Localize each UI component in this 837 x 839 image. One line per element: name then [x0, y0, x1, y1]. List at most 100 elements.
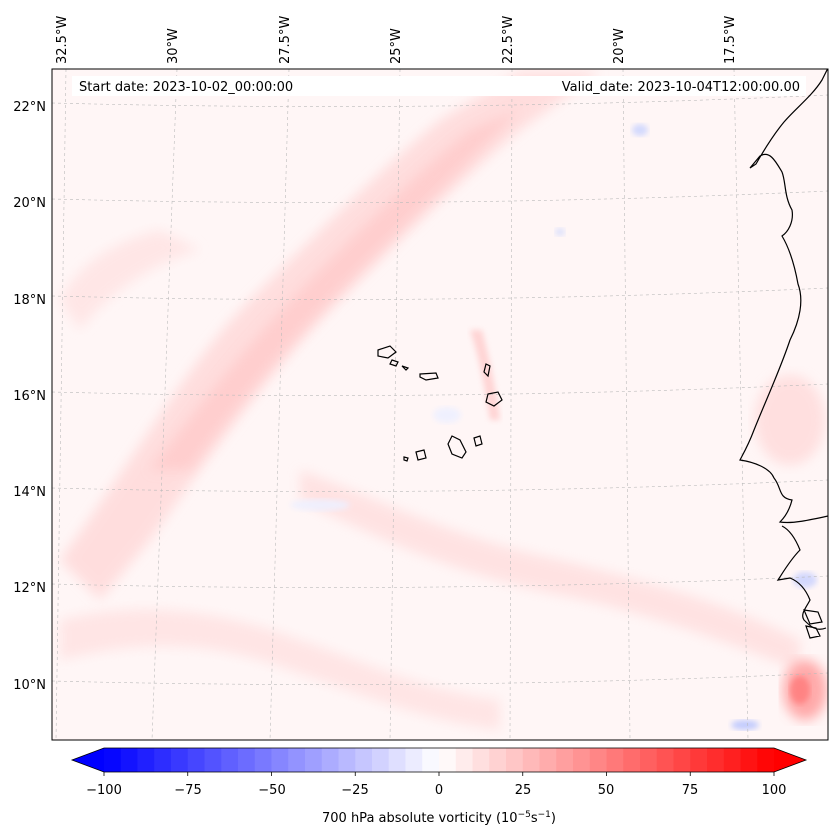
colorbar-tick-label: −75: [174, 783, 201, 798]
colorbar-cell: [355, 748, 373, 772]
meridian-line: [151, 69, 178, 740]
colorbar-cell: [422, 748, 440, 772]
meridian-line: [509, 69, 513, 740]
island-santa-luzia: [401, 365, 410, 371]
colorbar-cell: [254, 748, 273, 772]
colorbar-cell: [740, 748, 758, 772]
colorbar-cell: [104, 748, 122, 772]
colorbar-cell: [640, 748, 658, 772]
colorbar-cell: [623, 748, 641, 772]
colorbar-cell: [305, 748, 323, 772]
date-banner: [72, 76, 806, 96]
colorbar-cell: [388, 748, 407, 772]
colorbar-cell: [288, 748, 306, 772]
colorbar-extend-min: [72, 748, 104, 772]
parallel-line: [52, 190, 828, 203]
lon-label: 32.5°W: [55, 16, 70, 64]
graticule: [52, 69, 828, 740]
vorticity-band-main: [60, 72, 600, 600]
colorbar-cell: [154, 748, 172, 772]
colorbar-tick-label: −25: [341, 783, 368, 798]
meridian-line: [269, 69, 290, 740]
longitude-labels: 32.5°W 30°W 27.5°W 25°W 22.5°W 20°W 17.5…: [55, 16, 738, 64]
coastline-guinea-bissau: [776, 525, 827, 630]
colorbar-cells: [104, 748, 775, 772]
colorbar-tick-labels: −100 −75 −50 −25 0 25 50 75 100: [86, 783, 786, 798]
lon-label: 25°W: [389, 28, 404, 64]
colorbar-extend-max: [774, 748, 806, 772]
vorticity-streak-sw: [60, 609, 500, 730]
coastline-bijagos: [805, 625, 821, 639]
latitude-labels: 22°N 20°N 18°N 16°N 14°N 12°N 10°N: [13, 100, 46, 693]
vorticity-streak-south: [300, 470, 800, 670]
lon-label: 30°W: [166, 28, 181, 64]
coastline-bijagos: [803, 609, 823, 625]
colorbar-cell: [439, 748, 457, 772]
map-panel: Start date: 2023-10-02_00:00:00 Valid_da…: [51, 68, 829, 741]
colorbar-cell: [522, 748, 541, 772]
start-date-label: Start date: 2023-10-02_00:00:00: [79, 80, 293, 95]
island-sal: [483, 363, 491, 378]
colorbar-cell: [606, 748, 624, 772]
colorbar-tick-label: 0: [435, 783, 443, 798]
vorticity-patch-nw: [60, 230, 200, 330]
colorbar-cell: [690, 748, 708, 772]
colorbar-cell: [723, 748, 742, 772]
colorbar-title: 700 hPa absolute vorticity (10−5s−1): [322, 810, 556, 826]
lat-label: 16°N: [13, 389, 46, 404]
meridian-line: [389, 69, 401, 740]
parallel-line: [52, 94, 828, 107]
vorticity-negative-patch: [731, 720, 759, 730]
map-frame: [51, 68, 829, 741]
vorticity-streak-islands: [470, 330, 500, 420]
meridian-line: [733, 69, 749, 740]
island-sao-nicolau: [419, 372, 439, 381]
vorticity-negative-patch: [632, 124, 648, 136]
lon-label: 20°W: [612, 28, 627, 64]
colorbar-cell: [321, 748, 340, 772]
coastline-west-africa: [739, 69, 828, 524]
colorbar-cell: [171, 748, 189, 772]
island-brava: [403, 456, 409, 462]
vorticity-negative-patch: [433, 407, 461, 423]
colorbar-cell: [539, 748, 557, 772]
meridian-line: [622, 69, 631, 740]
island-boa-vista: [485, 391, 503, 407]
vorticity-negative-patch: [793, 572, 817, 588]
colorbar-cell: [573, 748, 591, 772]
colorbar-cell: [271, 748, 289, 772]
colorbar-cell: [455, 748, 474, 772]
colorbar-cell: [589, 748, 608, 772]
vorticity-band-core: [150, 110, 520, 470]
colorbar-ticks: [103, 772, 775, 776]
vorticity-negative-patch: [290, 499, 350, 511]
colorbar-tick-label: 50: [598, 783, 615, 798]
island-maio: [473, 435, 483, 447]
parallel-line: [52, 672, 828, 685]
colorbar-cell: [187, 748, 206, 772]
lat-label: 18°N: [13, 293, 46, 308]
coastlines: [739, 69, 828, 639]
lon-label: 27.5°W: [278, 16, 293, 64]
colorbar-cell: [506, 748, 524, 772]
colorbar-cell: [757, 748, 775, 772]
colorbar-cell: [137, 748, 155, 772]
lat-label: 22°N: [13, 100, 46, 115]
colorbar-cell: [707, 748, 725, 772]
parallel-line: [52, 575, 828, 588]
lon-label: 22.5°W: [501, 16, 516, 64]
lat-label: 10°N: [13, 678, 46, 693]
colorbar-cell: [372, 748, 390, 772]
colorbar-cell: [238, 748, 256, 772]
vorticity-max-core: [790, 676, 810, 704]
colorbar-tick-label: 100: [762, 783, 787, 798]
valid-date-label: Valid_date: 2023-10-04T12:00:00.00: [562, 80, 800, 95]
island-santo-antao: [377, 345, 397, 359]
colorbar-cell: [338, 748, 356, 772]
parallel-line: [52, 383, 828, 396]
vorticity-patch-land: [755, 375, 825, 465]
vorticity-field: [60, 72, 827, 730]
colorbar-cell: [405, 748, 423, 772]
parallel-line: [52, 479, 828, 492]
